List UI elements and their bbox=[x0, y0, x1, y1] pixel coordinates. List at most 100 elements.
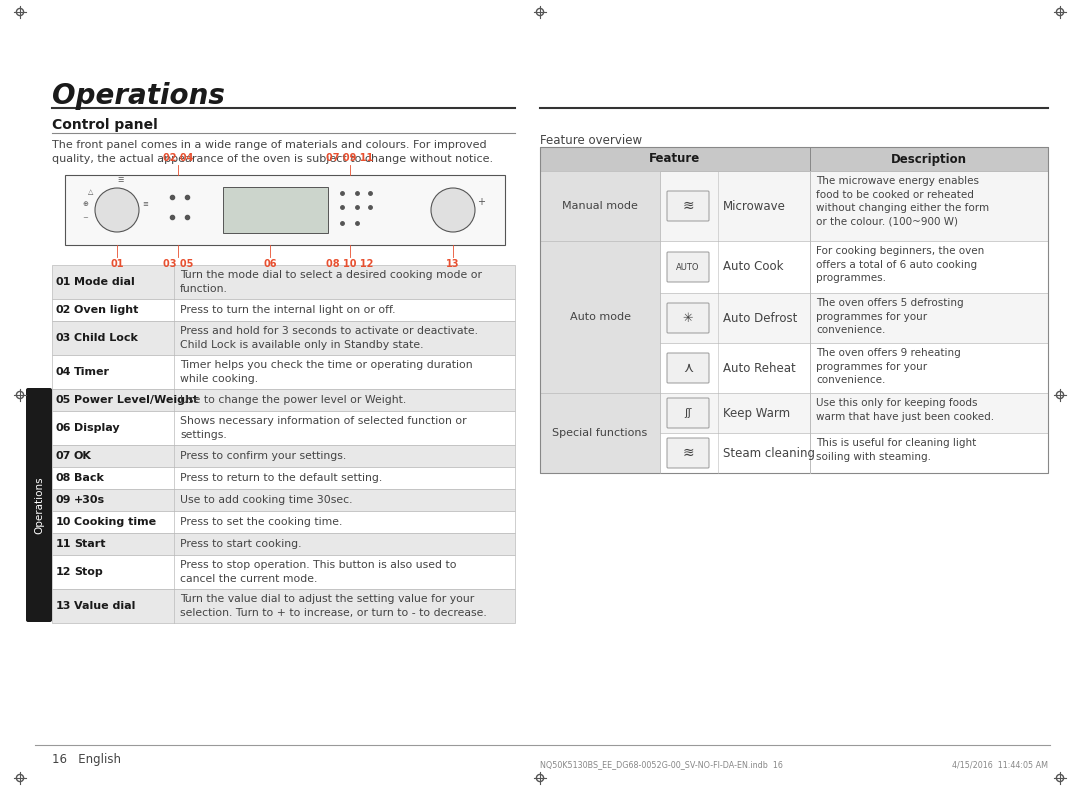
FancyBboxPatch shape bbox=[52, 299, 515, 321]
FancyBboxPatch shape bbox=[540, 171, 1048, 241]
FancyBboxPatch shape bbox=[540, 343, 1048, 393]
Text: The oven offers 9 reheating
programmes for your
convenience.: The oven offers 9 reheating programmes f… bbox=[816, 348, 961, 386]
Text: 11: 11 bbox=[56, 539, 71, 549]
Text: Use to change the power level or Weight.: Use to change the power level or Weight. bbox=[180, 395, 406, 405]
Text: Press and hold for 3 seconds to activate or deactivate.
Child Lock is available : Press and hold for 3 seconds to activate… bbox=[180, 326, 478, 350]
FancyBboxPatch shape bbox=[52, 467, 515, 489]
Text: +: + bbox=[477, 197, 485, 207]
Text: Timer: Timer bbox=[75, 367, 110, 377]
Text: 03: 03 bbox=[56, 333, 71, 343]
Text: Control panel: Control panel bbox=[52, 118, 158, 132]
FancyBboxPatch shape bbox=[52, 533, 515, 555]
Text: 06: 06 bbox=[56, 423, 71, 433]
Text: Press to confirm your settings.: Press to confirm your settings. bbox=[180, 451, 347, 461]
Text: Manual mode: Manual mode bbox=[562, 201, 638, 211]
FancyBboxPatch shape bbox=[52, 511, 515, 533]
Text: 12: 12 bbox=[56, 567, 71, 577]
FancyBboxPatch shape bbox=[667, 191, 708, 221]
Text: ⋏: ⋏ bbox=[683, 361, 693, 375]
Text: Back: Back bbox=[75, 473, 104, 483]
Circle shape bbox=[431, 188, 475, 232]
Text: NQ50K5130BS_EE_DG68-0052G-00_SV-NO-FI-DA-EN.indb  16: NQ50K5130BS_EE_DG68-0052G-00_SV-NO-FI-DA… bbox=[540, 760, 783, 769]
Text: ☰: ☰ bbox=[117, 177, 123, 183]
Text: Press to turn the internal light on or off.: Press to turn the internal light on or o… bbox=[180, 305, 395, 315]
Text: Operations: Operations bbox=[33, 476, 44, 534]
FancyBboxPatch shape bbox=[52, 265, 515, 299]
FancyBboxPatch shape bbox=[667, 303, 708, 333]
Text: Use to add cooking time 30sec.: Use to add cooking time 30sec. bbox=[180, 495, 352, 505]
Text: 07: 07 bbox=[56, 451, 71, 461]
Text: Press to stop operation. This button is also used to
cancel the current mode.: Press to stop operation. This button is … bbox=[180, 560, 457, 584]
FancyBboxPatch shape bbox=[52, 389, 515, 411]
FancyBboxPatch shape bbox=[667, 353, 708, 383]
Text: Power Level/Weight: Power Level/Weight bbox=[75, 395, 198, 405]
Text: ~: ~ bbox=[82, 215, 87, 221]
Text: 02: 02 bbox=[56, 305, 71, 315]
FancyBboxPatch shape bbox=[52, 411, 515, 445]
Text: Press to return to the default setting.: Press to return to the default setting. bbox=[180, 473, 382, 483]
Text: Oven light: Oven light bbox=[75, 305, 138, 315]
Text: ≋: ≋ bbox=[683, 199, 693, 213]
Text: Turn the mode dial to select a desired cooking mode or
function.: Turn the mode dial to select a desired c… bbox=[180, 270, 482, 294]
FancyBboxPatch shape bbox=[540, 393, 660, 473]
Text: 08 10 12: 08 10 12 bbox=[326, 259, 374, 269]
Text: ≋: ≋ bbox=[683, 446, 693, 460]
Text: Auto mode: Auto mode bbox=[569, 312, 631, 322]
Text: Keep Warm: Keep Warm bbox=[723, 407, 791, 419]
FancyBboxPatch shape bbox=[540, 241, 1048, 293]
Text: Auto Defrost: Auto Defrost bbox=[723, 311, 797, 325]
Text: 01: 01 bbox=[56, 277, 71, 287]
Text: 4/15/2016  11:44:05 AM: 4/15/2016 11:44:05 AM bbox=[951, 760, 1048, 769]
FancyBboxPatch shape bbox=[540, 393, 1048, 433]
Text: Child Lock: Child Lock bbox=[75, 333, 138, 343]
Text: 13: 13 bbox=[446, 259, 460, 269]
Text: Auto Cook: Auto Cook bbox=[723, 261, 783, 273]
Text: Feature overview: Feature overview bbox=[540, 134, 643, 147]
Text: 16   English: 16 English bbox=[52, 753, 121, 766]
Text: Shows necessary information of selected function or
settings.: Shows necessary information of selected … bbox=[180, 416, 467, 440]
Text: Use this only for keeping foods
warm that have just been cooked.: Use this only for keeping foods warm tha… bbox=[816, 398, 994, 422]
Text: Display: Display bbox=[75, 423, 120, 433]
FancyBboxPatch shape bbox=[52, 555, 515, 589]
Text: The oven offers 5 defrosting
programmes for your
convenience.: The oven offers 5 defrosting programmes … bbox=[816, 298, 963, 335]
Text: Value dial: Value dial bbox=[75, 601, 135, 611]
Text: 10: 10 bbox=[56, 517, 71, 527]
Text: ≡: ≡ bbox=[143, 201, 148, 207]
Text: Mode dial: Mode dial bbox=[75, 277, 135, 287]
Circle shape bbox=[95, 188, 139, 232]
Text: 06: 06 bbox=[264, 259, 276, 269]
Text: 05: 05 bbox=[56, 395, 71, 405]
Text: Cooking time: Cooking time bbox=[75, 517, 157, 527]
FancyBboxPatch shape bbox=[26, 388, 52, 622]
Text: 01: 01 bbox=[110, 259, 124, 269]
Text: Microwave: Microwave bbox=[723, 200, 786, 213]
FancyBboxPatch shape bbox=[222, 187, 328, 233]
Text: Stop: Stop bbox=[75, 567, 103, 577]
Text: Special functions: Special functions bbox=[552, 428, 648, 438]
Text: Steam cleaning: Steam cleaning bbox=[723, 446, 815, 460]
FancyBboxPatch shape bbox=[52, 355, 515, 389]
Text: Timer helps you check the time or operating duration
while cooking.: Timer helps you check the time or operat… bbox=[180, 360, 473, 384]
FancyBboxPatch shape bbox=[540, 293, 1048, 343]
Text: 02 04: 02 04 bbox=[163, 153, 193, 163]
FancyBboxPatch shape bbox=[667, 252, 708, 282]
Text: The microwave energy enables
food to be cooked or reheated
without changing eith: The microwave energy enables food to be … bbox=[816, 176, 989, 227]
Text: +30s: +30s bbox=[75, 495, 105, 505]
Text: OK: OK bbox=[75, 451, 92, 461]
FancyBboxPatch shape bbox=[667, 438, 708, 468]
Text: 08: 08 bbox=[56, 473, 71, 483]
FancyBboxPatch shape bbox=[540, 171, 660, 241]
Text: Description: Description bbox=[891, 152, 967, 165]
Text: Turn the value dial to adjust the setting value for your
selection. Turn to + to: Turn the value dial to adjust the settin… bbox=[180, 594, 487, 618]
Text: △: △ bbox=[89, 189, 94, 195]
FancyBboxPatch shape bbox=[65, 175, 505, 245]
FancyBboxPatch shape bbox=[52, 445, 515, 467]
FancyBboxPatch shape bbox=[52, 589, 515, 623]
FancyBboxPatch shape bbox=[52, 489, 515, 511]
Text: 03 05: 03 05 bbox=[163, 259, 193, 269]
Text: Start: Start bbox=[75, 539, 106, 549]
FancyBboxPatch shape bbox=[540, 241, 660, 393]
FancyBboxPatch shape bbox=[540, 147, 1048, 171]
Text: Operations: Operations bbox=[52, 82, 225, 110]
FancyBboxPatch shape bbox=[52, 321, 515, 355]
